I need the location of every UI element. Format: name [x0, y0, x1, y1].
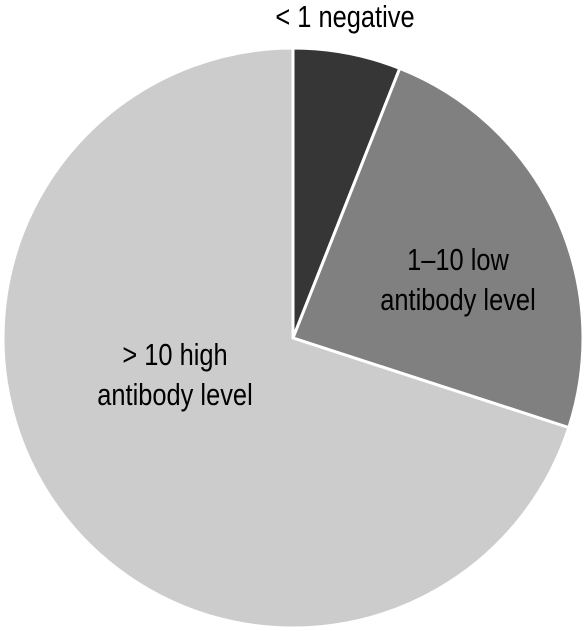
slice-label: 1–10 low antibody level	[380, 242, 536, 317]
pie-slice	[291, 66, 585, 430]
slice-label: < 1 negative	[275, 0, 415, 34]
slice-label: > 10 high antibody level	[97, 337, 253, 412]
pie-slice	[1, 46, 571, 630]
